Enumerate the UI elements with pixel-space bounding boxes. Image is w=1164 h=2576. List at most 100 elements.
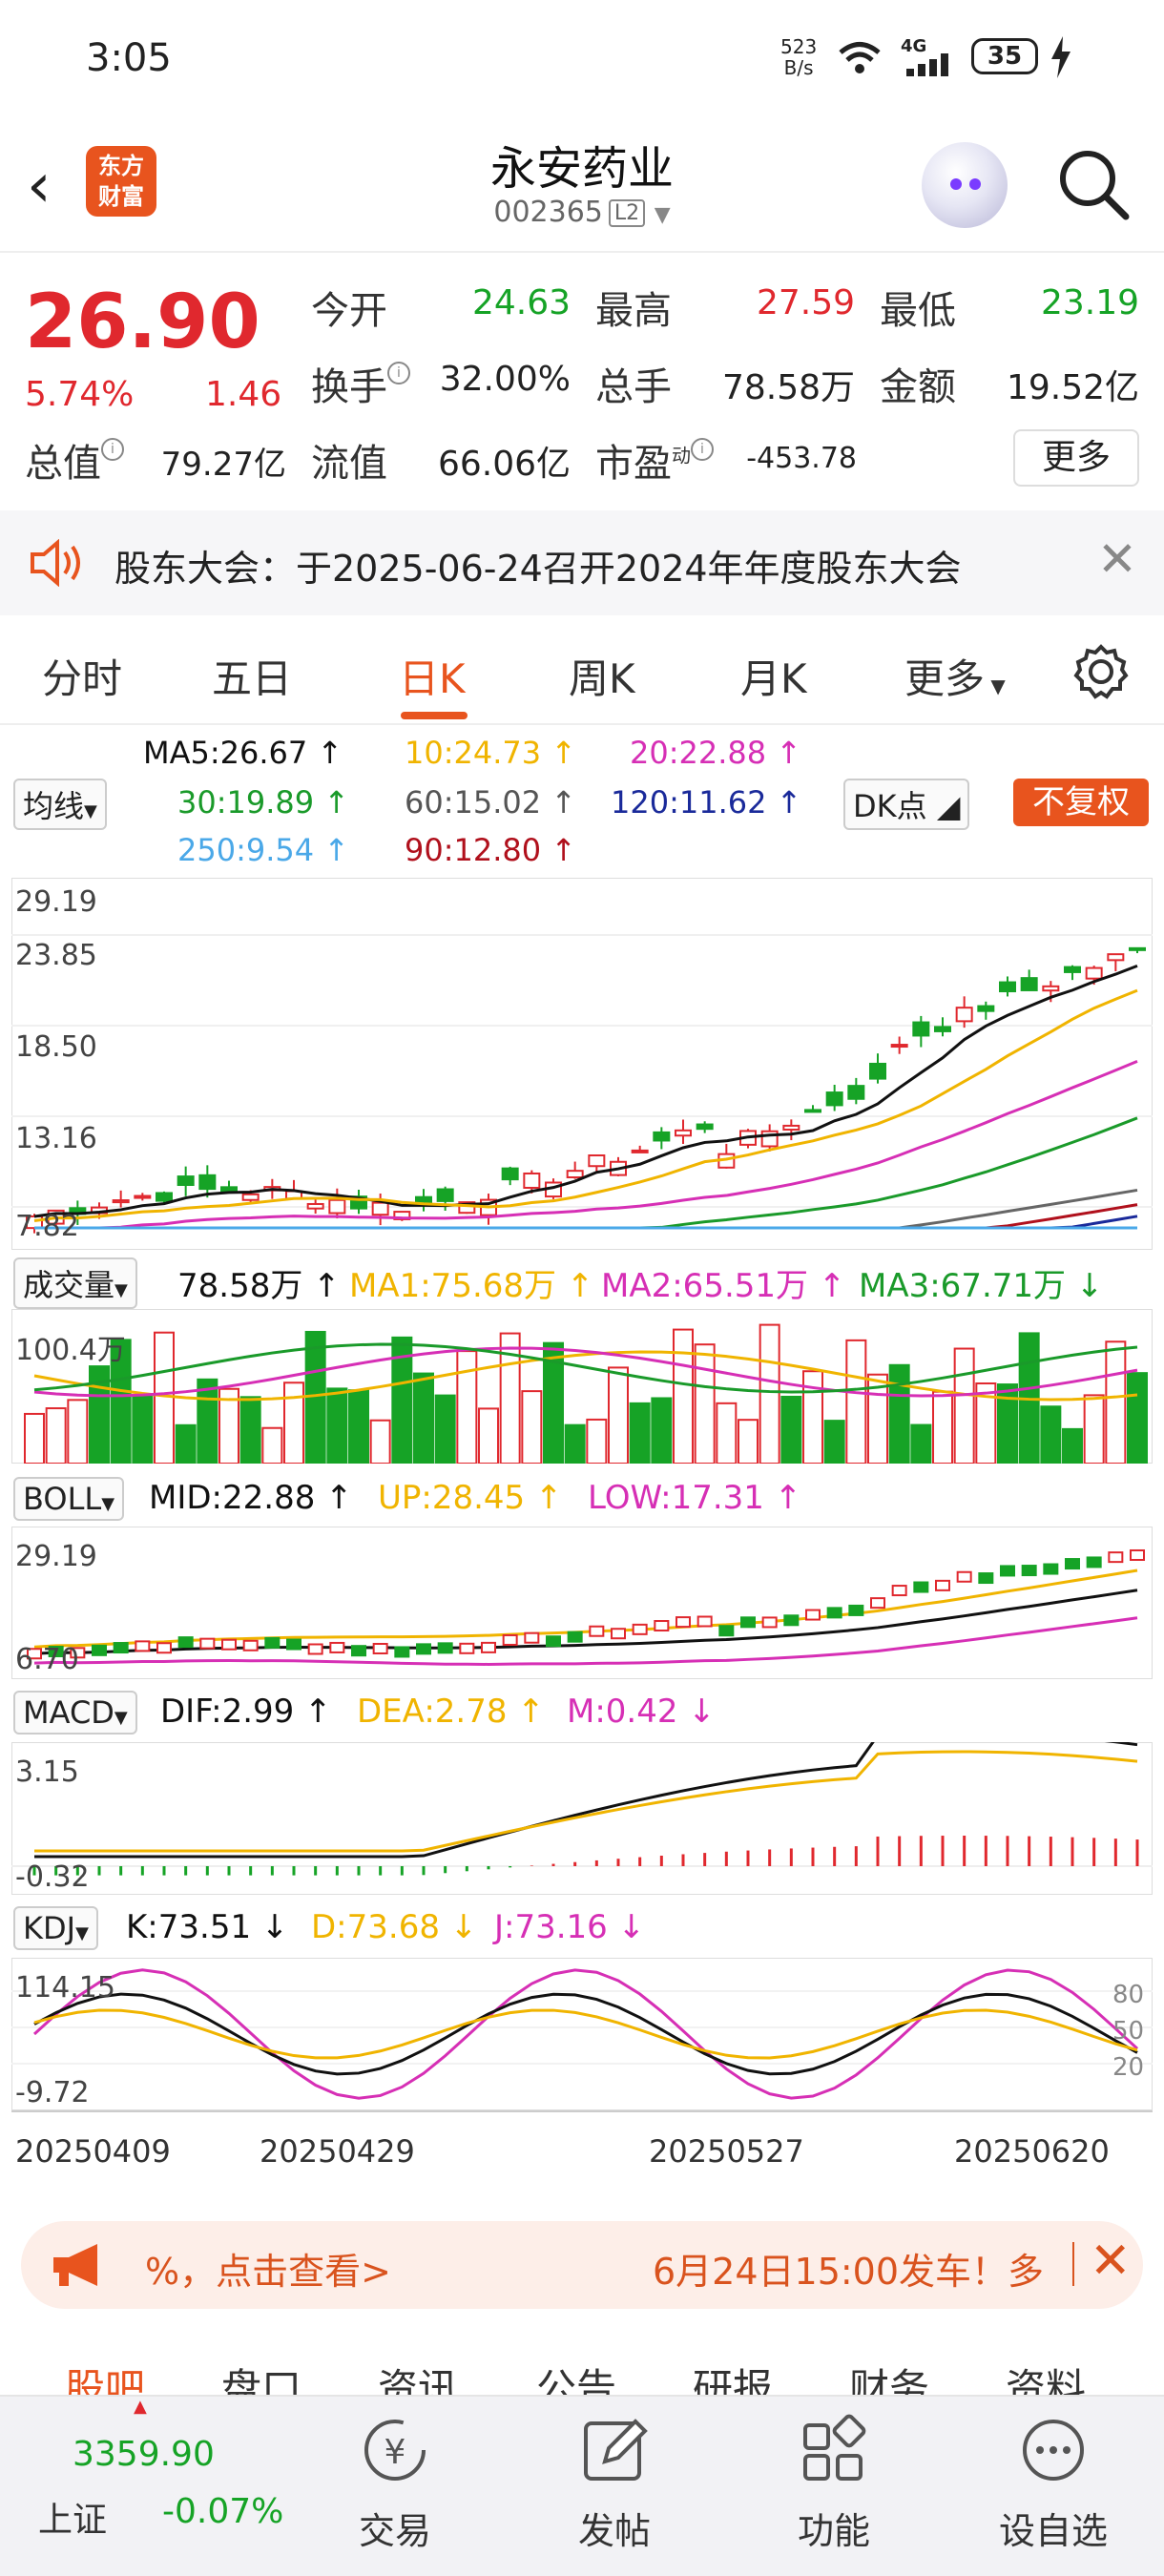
kdj-line (32, 1968, 1139, 2100)
volume-bar (651, 1397, 673, 1464)
network-type: 4G (901, 36, 927, 56)
boll-candle (135, 1640, 151, 1652)
kdj-level-label: 20 (1112, 2053, 1145, 2082)
macd-selector[interactable]: MACD▼ (13, 1691, 137, 1735)
volume-bar (89, 1365, 110, 1464)
chevron-up-icon[interactable]: ▲ (134, 2397, 147, 2417)
boll-candle (199, 1637, 216, 1650)
candle (1085, 966, 1103, 980)
ma-selector[interactable]: 均线▼ (13, 779, 107, 830)
boll-candle (1108, 1551, 1124, 1564)
close-icon[interactable]: ✕ (1090, 2233, 1132, 2290)
volume-axis-label: 100.4万 (15, 1334, 126, 1367)
tab-weekly-k[interactable]: 周K (569, 655, 635, 702)
index-value[interactable]: 3359.90 (73, 2435, 215, 2474)
stock-header: ‹ 东方 财富 永安药业 002365 L2 ▼ (0, 119, 1164, 253)
volume-bar (413, 1372, 434, 1464)
gear-icon[interactable] (1072, 643, 1130, 700)
boll-candle (1043, 1563, 1059, 1575)
status-time: 3:05 (86, 36, 172, 80)
vol-ma1: MA1:75.68万 ↑ (349, 1267, 594, 1305)
volume-chart[interactable] (11, 1309, 1153, 1464)
volume-bar (456, 1350, 478, 1464)
back-icon[interactable]: ‹ (27, 151, 52, 221)
functions-icon[interactable] (796, 2414, 872, 2486)
index-name[interactable]: 上证 (38, 2501, 108, 2540)
notice-bar[interactable]: 股东大会：于2025-06-24召开2024年年度股东大会 ✕ (0, 510, 1164, 615)
kline-axis-label: 7.82 (15, 1210, 79, 1243)
boll-candle (826, 1607, 842, 1619)
trade-label[interactable]: 交易 (358, 2510, 431, 2552)
boll-candle (891, 1585, 907, 1597)
chart-frame (11, 1527, 1153, 1679)
more-button[interactable]: 更多 (1013, 429, 1139, 487)
boll-candle (676, 1616, 691, 1629)
volume-bar (586, 1418, 608, 1464)
boll-candle (92, 1644, 107, 1656)
volume-bar (867, 1373, 888, 1464)
post-label[interactable]: 发帖 (577, 2510, 651, 2552)
functions-label[interactable]: 功能 (797, 2510, 870, 2552)
volume-bar (823, 1420, 845, 1464)
app-logo[interactable]: 东方 财富 (86, 146, 156, 217)
candle (588, 1154, 606, 1168)
candle (934, 1026, 951, 1032)
boll-candle (589, 1625, 605, 1637)
stock-code-row[interactable]: 002365 L2 ▼ (0, 196, 1164, 229)
volume-label: 总手 (595, 365, 672, 409)
info-icon: i (691, 438, 714, 461)
search-icon[interactable] (1055, 146, 1132, 222)
boll-line (33, 1589, 1138, 1655)
volume-bar (239, 1396, 261, 1464)
boll-candle (1086, 1556, 1102, 1568)
boll-candle (329, 1641, 345, 1653)
adjustment-button[interactable]: 不复权 (1013, 779, 1149, 826)
kdj-chart[interactable] (11, 1958, 1153, 2110)
kline-chart[interactable] (11, 878, 1153, 1250)
candle (177, 1175, 195, 1186)
tab-intraday[interactable]: 分时 (42, 655, 123, 702)
add-watchlist-icon[interactable] (1015, 2414, 1091, 2486)
index-change[interactable]: -0.07% (162, 2492, 284, 2531)
boll-candle (416, 1643, 431, 1655)
tab-more[interactable]: 更多 ▼ (904, 655, 1006, 702)
volume-bar (932, 1390, 953, 1464)
candle (782, 1124, 800, 1132)
candle (631, 1149, 649, 1153)
boll-candle (935, 1579, 950, 1591)
volume-selector[interactable]: 成交量▼ (13, 1257, 137, 1309)
boll-candle (113, 1642, 129, 1654)
candle (696, 1123, 714, 1131)
volume-bar (175, 1423, 197, 1464)
tab-five-day[interactable]: 五日 (212, 655, 293, 702)
boll-candle (286, 1638, 301, 1651)
trade-icon[interactable]: ¥ (357, 2414, 433, 2486)
candle (306, 1202, 324, 1210)
candle (869, 1062, 886, 1080)
close-icon[interactable]: ✕ (1097, 531, 1137, 587)
volume-bar (780, 1395, 802, 1464)
boll-chart[interactable] (11, 1527, 1153, 1679)
amount-label: 金额 (880, 365, 956, 409)
volume-bar (521, 1390, 543, 1464)
dk-point-selector[interactable]: DK点 ◢ (843, 779, 970, 830)
kline-axis-label: 18.50 (15, 1030, 97, 1064)
banner-divider (1072, 2242, 1074, 2286)
boll-selector[interactable]: BOLL▼ (13, 1477, 125, 1521)
tab-daily-k[interactable]: 日K (399, 655, 466, 702)
active-tab-indicator (401, 712, 468, 719)
kdj-line (33, 1992, 1138, 2076)
assistant-robot-icon[interactable] (922, 142, 1008, 228)
tab-monthly-k[interactable]: 月K (740, 655, 807, 702)
promo-banner[interactable]: %，点击查看> 6月24日15:00发车！多 ✕ (21, 2221, 1143, 2309)
post-icon[interactable] (576, 2414, 653, 2486)
volume-bar (1040, 1405, 1062, 1464)
kdj-selector[interactable]: KDJ▼ (13, 1906, 98, 1950)
macd-chart[interactable] (11, 1742, 1153, 1895)
add-watchlist-label[interactable]: 设自选 (998, 2510, 1108, 2552)
ma10-legend: 10:24.73 ↑ (405, 735, 577, 771)
wifi-icon (839, 42, 881, 73)
volume-bar (1083, 1394, 1105, 1464)
macd-axis-label: 3.15 (15, 1755, 79, 1789)
volume-bar (845, 1339, 867, 1464)
